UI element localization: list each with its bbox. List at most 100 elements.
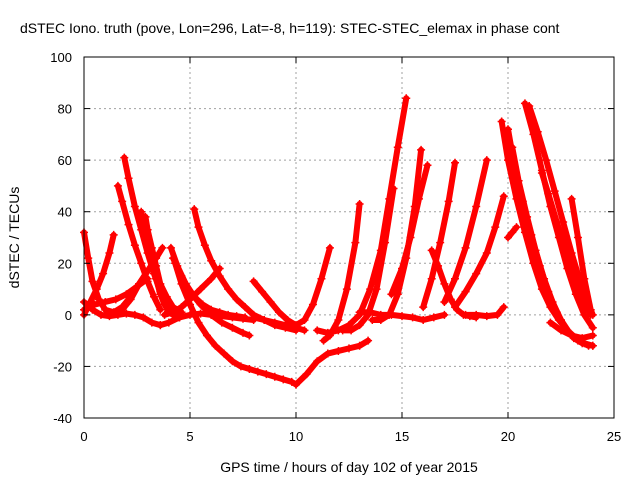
data-point <box>236 362 245 371</box>
y-tick-label: 40 <box>58 205 72 220</box>
data-point <box>228 357 237 366</box>
y-tick-label: 80 <box>58 102 72 117</box>
data-point <box>118 305 127 314</box>
data-point <box>164 318 173 327</box>
data-point <box>196 285 205 294</box>
data-point <box>143 267 152 276</box>
data-point <box>520 99 529 108</box>
data-point <box>270 372 279 381</box>
data-point <box>419 303 428 312</box>
data-point <box>130 241 139 250</box>
data-point <box>232 312 241 321</box>
data-point <box>366 308 375 317</box>
data-point <box>351 238 360 247</box>
data-point <box>423 161 432 170</box>
data-point <box>96 310 105 319</box>
series-track <box>119 244 166 313</box>
data-series <box>567 194 595 314</box>
data-point <box>472 269 481 278</box>
data-point <box>334 316 343 325</box>
data-point <box>427 246 436 255</box>
data-point <box>137 259 146 268</box>
data-point <box>169 308 178 317</box>
data-point <box>544 189 553 198</box>
data-point <box>224 285 233 294</box>
data-point <box>147 243 156 252</box>
data-point <box>364 336 373 345</box>
data-point <box>387 290 396 299</box>
data-point <box>219 349 228 358</box>
data-point <box>241 313 250 322</box>
data-point <box>232 295 241 304</box>
data-point <box>512 194 521 203</box>
x-tick-label: 25 <box>607 429 621 444</box>
data-point <box>105 312 114 321</box>
data-series <box>171 259 300 389</box>
data-point <box>239 328 247 337</box>
data-point <box>588 331 597 340</box>
data-point <box>355 308 364 317</box>
data-point <box>508 143 517 152</box>
data-point <box>504 233 512 242</box>
data-point <box>137 207 146 216</box>
y-axis-label: dSTEC / TECUs <box>6 187 22 289</box>
data-point <box>190 205 199 214</box>
data-point <box>557 316 565 325</box>
data-point <box>177 279 186 288</box>
data-point <box>323 349 332 358</box>
data-point <box>325 243 334 252</box>
data-point <box>249 313 258 322</box>
y-tick-label: 100 <box>50 50 72 65</box>
x-tick-label: 10 <box>289 429 303 444</box>
data-point <box>162 292 171 301</box>
data-series <box>355 308 449 325</box>
y-tick-label: -40 <box>53 411 72 426</box>
data-point <box>258 287 267 296</box>
data-point <box>156 279 165 288</box>
x-tick-label: 15 <box>395 429 409 444</box>
data-point <box>398 264 406 273</box>
data-point <box>499 192 508 201</box>
data-point <box>497 117 506 126</box>
series-layer <box>80 94 597 389</box>
data-point <box>440 279 449 288</box>
data-point <box>194 318 203 327</box>
data-point <box>202 331 211 340</box>
data-point <box>120 153 129 162</box>
data-point <box>419 316 428 325</box>
data-point <box>135 279 144 288</box>
data-point <box>207 256 216 265</box>
data-point <box>177 303 186 312</box>
data-point <box>313 357 322 366</box>
data-point <box>461 243 470 252</box>
data-point <box>302 370 311 379</box>
data-point <box>292 380 300 389</box>
data-point <box>444 197 453 206</box>
data-point <box>319 336 328 345</box>
data-point <box>90 300 99 309</box>
data-point <box>270 318 279 327</box>
data-point <box>84 254 93 263</box>
data-point <box>186 295 194 304</box>
data-point <box>262 370 271 379</box>
ticks: 0 5 10 15 20 25 -40 -20 0 20 40 60 80 100 <box>50 50 621 444</box>
data-point <box>451 303 459 312</box>
data-point <box>194 223 203 232</box>
data-point <box>461 310 470 319</box>
x-axis-label: GPS time / hours of day 102 of year 2015 <box>220 459 478 475</box>
plot-frame <box>83 56 615 419</box>
series-track <box>114 182 164 313</box>
data-point <box>561 243 570 252</box>
data-point <box>573 233 582 242</box>
data-point <box>398 312 406 321</box>
y-tick-label: 0 <box>65 308 72 323</box>
data-point <box>156 305 165 314</box>
data-point <box>429 313 438 322</box>
data-point <box>548 297 557 306</box>
data-point <box>461 287 470 296</box>
x-tick-label: 0 <box>80 429 87 444</box>
data-point <box>355 199 364 208</box>
series-track <box>250 244 333 329</box>
data-point <box>342 285 351 294</box>
